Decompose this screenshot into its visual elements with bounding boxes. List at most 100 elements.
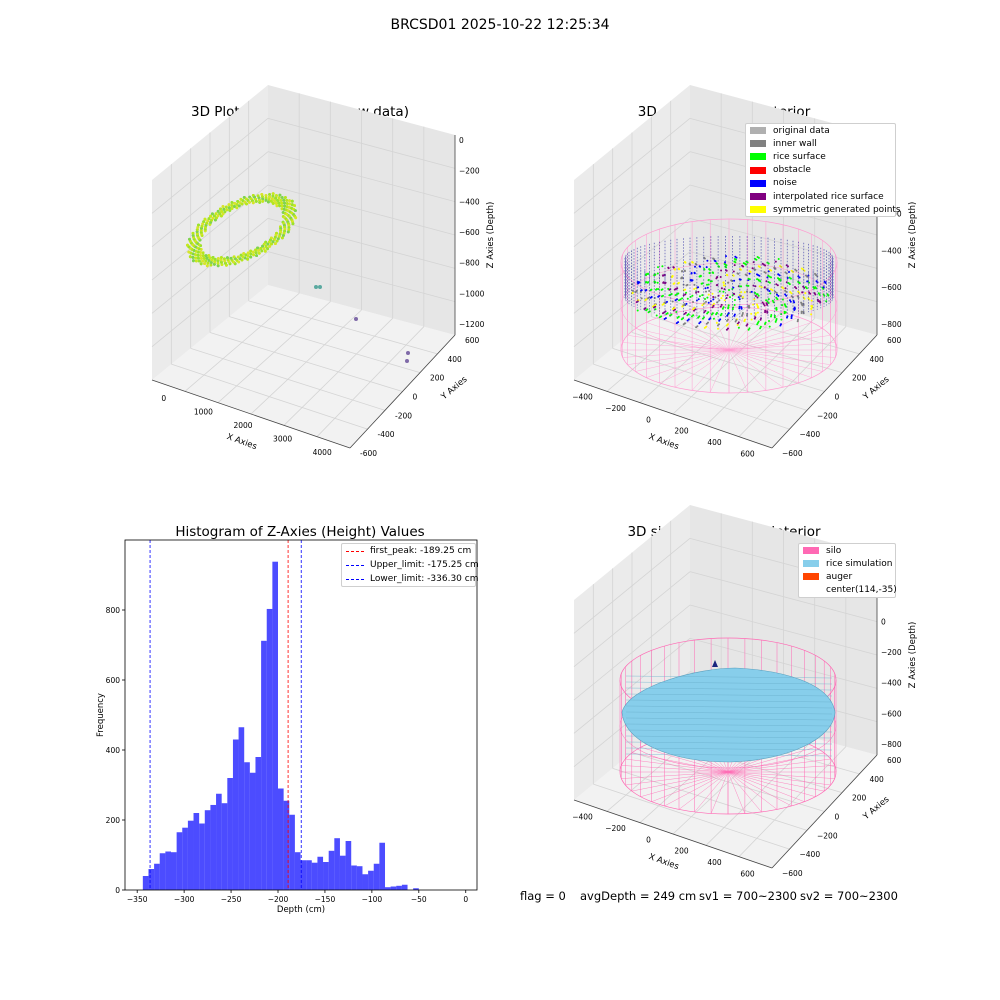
silo-floor-spoke bbox=[710, 349, 730, 393]
classified-point bbox=[740, 306, 743, 309]
classified-point bbox=[662, 274, 665, 277]
classified-point bbox=[801, 291, 804, 294]
classified-point bbox=[760, 286, 763, 289]
classified-point bbox=[770, 314, 773, 316]
legend-item: inner wall bbox=[746, 137, 895, 150]
classified-point bbox=[711, 312, 714, 315]
classified-point bbox=[771, 289, 774, 292]
classified-point bbox=[690, 278, 692, 281]
classified-point bbox=[650, 288, 653, 291]
histogram-bar bbox=[199, 823, 205, 890]
raw-point bbox=[288, 202, 292, 206]
raw-point bbox=[191, 256, 195, 259]
classified-point bbox=[733, 299, 736, 301]
classified-point bbox=[817, 292, 820, 295]
raw-point bbox=[224, 205, 228, 209]
raw-point bbox=[264, 245, 268, 248]
classified-point bbox=[705, 300, 707, 303]
silo-floor-spoke bbox=[635, 349, 730, 372]
classified-point bbox=[756, 311, 759, 314]
classified-point bbox=[691, 294, 694, 297]
raw-point bbox=[278, 193, 282, 197]
raw-point bbox=[287, 226, 291, 229]
classified-point bbox=[780, 323, 782, 326]
raw-point bbox=[293, 204, 296, 208]
classified-point bbox=[677, 267, 680, 270]
histogram-bar bbox=[323, 862, 329, 890]
raw-point bbox=[238, 201, 242, 205]
raw-point bbox=[286, 230, 290, 234]
raw-point bbox=[282, 234, 285, 237]
classified-point bbox=[726, 318, 729, 321]
outlier-point bbox=[405, 359, 409, 363]
classified-point bbox=[714, 296, 717, 299]
classified-point bbox=[720, 312, 723, 315]
legend-item: noise bbox=[746, 177, 895, 190]
raw-point bbox=[189, 251, 193, 255]
raw-point bbox=[261, 244, 264, 248]
outlier-point bbox=[318, 285, 322, 289]
raw-point bbox=[220, 214, 223, 218]
classified-point bbox=[681, 270, 684, 272]
classified-point bbox=[781, 286, 783, 289]
classified-point bbox=[775, 306, 778, 309]
raw-point bbox=[221, 205, 225, 208]
classified-point bbox=[746, 323, 749, 326]
classified-point bbox=[656, 272, 659, 275]
classified-point bbox=[744, 318, 747, 321]
x-tick-label: 2000 bbox=[233, 421, 252, 430]
classified-point bbox=[822, 286, 825, 289]
legend-swatch bbox=[750, 127, 766, 135]
outlier-point bbox=[406, 351, 410, 355]
classified-point bbox=[662, 281, 665, 284]
raw-point bbox=[209, 261, 213, 264]
classified-point bbox=[765, 299, 768, 302]
raw-point bbox=[283, 201, 286, 205]
raw-point bbox=[233, 262, 237, 266]
x-tick-label: −200 bbox=[605, 404, 626, 413]
raw-point bbox=[283, 204, 287, 208]
silo-floor-spoke bbox=[640, 771, 729, 797]
z-tick-label: −200 bbox=[459, 167, 480, 176]
raw-point bbox=[227, 206, 231, 210]
classified-point bbox=[754, 312, 757, 315]
raw-point bbox=[280, 196, 284, 199]
classified-point bbox=[666, 312, 669, 315]
classified-point bbox=[657, 266, 659, 269]
classified-point bbox=[683, 261, 686, 263]
histogram-title: Histogram of Z-Axies (Height) Values bbox=[175, 524, 425, 540]
raw-point bbox=[275, 204, 279, 208]
classified-point bbox=[727, 312, 730, 315]
grid-line bbox=[267, 117, 456, 169]
raw-point bbox=[268, 244, 272, 248]
raw-point bbox=[211, 212, 214, 216]
classified-point bbox=[770, 315, 772, 318]
classified-point bbox=[677, 281, 680, 284]
raw-point bbox=[258, 201, 262, 204]
raw-point bbox=[271, 202, 275, 205]
raw-point bbox=[259, 247, 263, 250]
z-tick-label: −200 bbox=[881, 648, 902, 657]
classified-point bbox=[800, 267, 803, 270]
raw-point bbox=[278, 232, 282, 236]
classified-point bbox=[732, 292, 735, 295]
raw-point bbox=[283, 229, 286, 233]
classified-point bbox=[787, 282, 790, 284]
silo-floor-spoke bbox=[621, 771, 729, 779]
classified-point bbox=[800, 310, 803, 313]
histogram-plot: −350 −300 −250 −200 −150 −100 −50 0 0 200 400 600 80… bbox=[96, 539, 478, 915]
raw-point bbox=[282, 207, 286, 211]
classified-point bbox=[666, 300, 668, 303]
classified-point bbox=[668, 294, 671, 297]
x-tick-label: 400 bbox=[707, 438, 722, 447]
classified-point bbox=[768, 290, 771, 292]
classified-point bbox=[645, 298, 648, 301]
classified-point bbox=[708, 271, 711, 274]
raw-point bbox=[271, 194, 275, 198]
classified-point bbox=[745, 284, 748, 287]
raw-point bbox=[196, 250, 200, 254]
z-tick-label: −400 bbox=[459, 197, 480, 206]
raw-point bbox=[254, 200, 258, 203]
silo-floor-spoke bbox=[727, 752, 825, 773]
classified-point bbox=[725, 273, 728, 276]
